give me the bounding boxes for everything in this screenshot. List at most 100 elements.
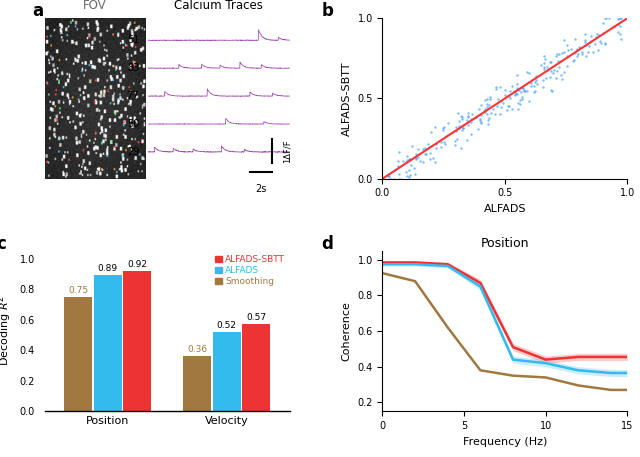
Point [484,114,494,122]
Point [547,88,557,95]
Text: 0.57: 0.57 [246,314,266,322]
Bar [123,271,151,411]
Point [476,118,486,126]
Point [513,99,524,106]
Point [411,154,421,162]
Point [470,113,481,120]
Point [483,120,493,128]
Point [563,46,573,53]
Point [420,150,430,158]
Point [492,102,502,110]
Point [463,122,473,129]
Point [609,23,619,30]
Point [439,123,449,131]
Point [586,37,596,45]
Point [538,65,548,73]
Point [509,90,520,98]
Point [482,96,492,103]
Text: 0.89: 0.89 [98,265,118,273]
Point [600,15,610,22]
Point [413,145,423,152]
Point [384,172,394,180]
Point [386,175,396,182]
Point [516,95,527,102]
Point [529,88,540,95]
Point [456,144,466,152]
Point [573,51,583,58]
Point [415,157,425,165]
Point [418,159,428,166]
Point [398,157,408,164]
Point [475,116,485,123]
Point [583,48,593,55]
Y-axis label: ALFADS-SBTT: ALFADS-SBTT [342,61,352,136]
Point [443,119,453,127]
Point [465,131,476,138]
Point [580,30,590,37]
Point [542,63,552,70]
Point [614,15,625,22]
Point [601,15,611,22]
Point [491,83,501,90]
Text: 77: 77 [127,91,139,101]
Point [499,99,509,106]
Point [513,105,523,112]
Text: b: b [321,2,333,20]
Text: FOV: FOV [83,0,107,12]
Point [426,128,436,136]
Point [598,19,608,27]
Point [407,142,417,149]
Point [495,110,506,117]
Point [556,71,566,79]
Point [557,76,567,83]
Point [545,74,555,81]
Point [572,53,582,60]
Text: a: a [33,2,44,20]
Point [463,113,473,120]
Point [483,101,493,109]
Point [431,140,442,148]
Point [511,89,521,96]
Point [554,50,564,58]
Point [540,59,550,67]
Text: 0.75: 0.75 [68,286,88,295]
Point [496,103,506,111]
Point [592,31,602,38]
Y-axis label: Decoding $R^2$: Decoding $R^2$ [0,296,14,367]
Point [613,21,623,28]
Point [466,118,476,126]
Point [557,49,568,56]
Point [421,150,431,158]
Point [509,87,519,95]
Point [540,55,550,63]
Point [457,127,467,134]
Point [452,135,462,143]
Bar [93,275,122,411]
Text: 100 μm: 100 μm [159,81,168,116]
Point [512,90,522,97]
Point [581,53,591,60]
Point [596,39,606,47]
Point [512,71,522,79]
Text: 1ΔF/F: 1ΔF/F [282,139,291,163]
Title: Position: Position [481,237,529,250]
Point [551,53,561,60]
Bar [183,356,211,411]
Point [463,112,473,120]
Point [454,124,465,131]
Point [474,105,484,112]
Point [526,82,536,89]
Text: 2s: 2s [255,184,267,193]
Point [486,110,496,117]
Point [404,172,415,179]
Point [458,125,468,132]
Text: d: d [321,235,333,253]
Point [495,83,506,90]
Point [516,88,526,96]
Point [430,124,440,131]
Point [577,48,588,56]
Point [613,15,623,22]
Point [562,63,572,70]
Point [522,68,532,75]
Point [584,43,595,50]
